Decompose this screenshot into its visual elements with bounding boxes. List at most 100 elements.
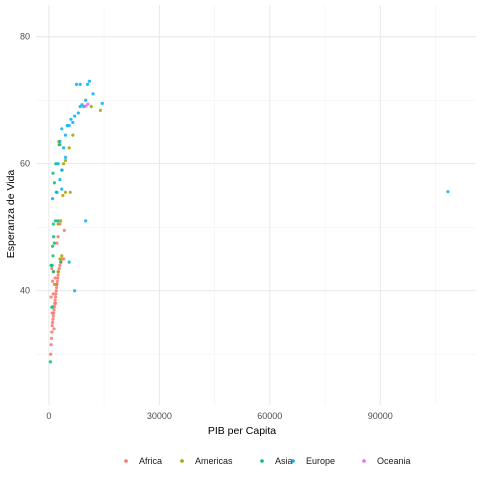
data-point bbox=[63, 190, 68, 194]
data-point bbox=[50, 320, 55, 325]
data-point bbox=[78, 82, 82, 86]
data-point bbox=[85, 82, 90, 86]
data-point bbox=[62, 146, 66, 150]
data-point bbox=[54, 162, 58, 166]
data-point bbox=[51, 254, 55, 258]
data-point bbox=[57, 143, 61, 147]
legend-item-africa: Africa bbox=[124, 456, 162, 466]
legend-key bbox=[124, 459, 128, 463]
data-point bbox=[51, 314, 55, 318]
data-point bbox=[53, 298, 57, 302]
data-point bbox=[56, 235, 60, 239]
legend-key bbox=[260, 459, 264, 463]
data-point bbox=[50, 330, 54, 334]
series-africa bbox=[49, 222, 66, 356]
legend-label: Europe bbox=[306, 456, 335, 466]
data-point bbox=[55, 279, 59, 283]
data-point bbox=[52, 327, 56, 331]
data-point bbox=[446, 190, 450, 194]
data-point bbox=[62, 228, 66, 232]
data-point bbox=[73, 114, 77, 118]
data-point bbox=[74, 82, 79, 86]
data-point bbox=[57, 266, 61, 271]
legend-label: Asia bbox=[275, 456, 293, 466]
axes-layer: 0 30000 60000 90000 40 60 80 bbox=[20, 32, 393, 421]
data-point bbox=[63, 155, 68, 159]
data-point bbox=[52, 181, 57, 185]
data-point bbox=[59, 260, 63, 264]
data-point bbox=[54, 282, 58, 286]
data-point bbox=[67, 146, 71, 150]
y-tick-label: 80 bbox=[20, 32, 30, 42]
data-point bbox=[55, 241, 59, 245]
legend-item-oceania: Oceania bbox=[362, 456, 411, 466]
data-point bbox=[59, 219, 63, 223]
data-point bbox=[56, 273, 60, 277]
legend-item-asia: Asia bbox=[260, 456, 293, 466]
data-point bbox=[52, 308, 56, 312]
data-point bbox=[52, 241, 57, 245]
data-point bbox=[51, 317, 55, 321]
legend: Africa Americas Asia Europe Oceania bbox=[124, 456, 411, 466]
data-point bbox=[51, 222, 55, 226]
data-point bbox=[51, 171, 55, 175]
data-point bbox=[86, 102, 90, 106]
data-point bbox=[68, 190, 72, 194]
legend-item-europe: Europe bbox=[291, 456, 335, 466]
data-point bbox=[50, 244, 55, 248]
x-tick-label: 60000 bbox=[257, 411, 282, 421]
data-point bbox=[58, 257, 62, 261]
data-point bbox=[50, 197, 55, 201]
data-point bbox=[91, 92, 95, 96]
series-asia bbox=[48, 143, 63, 364]
x-tick-label: 30000 bbox=[147, 411, 172, 421]
data-point bbox=[56, 276, 60, 280]
data-point bbox=[56, 219, 60, 223]
data-point bbox=[50, 311, 54, 315]
data-point bbox=[49, 336, 54, 340]
series-oceania bbox=[84, 102, 90, 108]
legend-label: Americas bbox=[195, 456, 233, 466]
data-point bbox=[76, 111, 80, 115]
data-point bbox=[50, 305, 54, 309]
x-tick-label: 0 bbox=[46, 411, 51, 421]
data-point bbox=[49, 352, 53, 356]
legend-label: Oceania bbox=[377, 456, 411, 466]
data-point bbox=[55, 285, 59, 290]
data-point bbox=[51, 270, 55, 274]
data-point bbox=[50, 324, 54, 328]
y-tick-label: 40 bbox=[20, 286, 30, 296]
data-point bbox=[53, 219, 58, 223]
data-point bbox=[63, 158, 68, 163]
grid-layer bbox=[36, 5, 476, 405]
legend-key bbox=[180, 459, 184, 463]
data-point bbox=[98, 108, 102, 112]
legend-key bbox=[291, 459, 295, 463]
legend-item-americas: Americas bbox=[180, 456, 233, 466]
data-point bbox=[58, 178, 62, 182]
data-point bbox=[56, 270, 60, 274]
data-point bbox=[56, 222, 60, 226]
data-point bbox=[54, 292, 58, 296]
data-point bbox=[49, 263, 53, 267]
data-point bbox=[49, 295, 53, 299]
data-point bbox=[50, 266, 54, 271]
y-axis-title: Esperanza de Vida bbox=[5, 170, 17, 259]
points-layer bbox=[48, 79, 450, 364]
data-point bbox=[71, 120, 75, 125]
data-point bbox=[73, 289, 77, 293]
data-point bbox=[60, 187, 64, 191]
data-point bbox=[52, 235, 56, 239]
data-point bbox=[63, 133, 68, 137]
data-point bbox=[53, 301, 58, 306]
legend-key bbox=[362, 459, 366, 463]
data-point bbox=[100, 101, 104, 106]
data-point bbox=[58, 263, 62, 267]
data-point bbox=[84, 219, 88, 223]
data-point bbox=[69, 117, 73, 121]
data-point bbox=[53, 276, 57, 280]
data-point bbox=[84, 98, 88, 102]
x-axis-title: PIB per Capita bbox=[208, 425, 276, 437]
series-europe bbox=[50, 79, 450, 293]
